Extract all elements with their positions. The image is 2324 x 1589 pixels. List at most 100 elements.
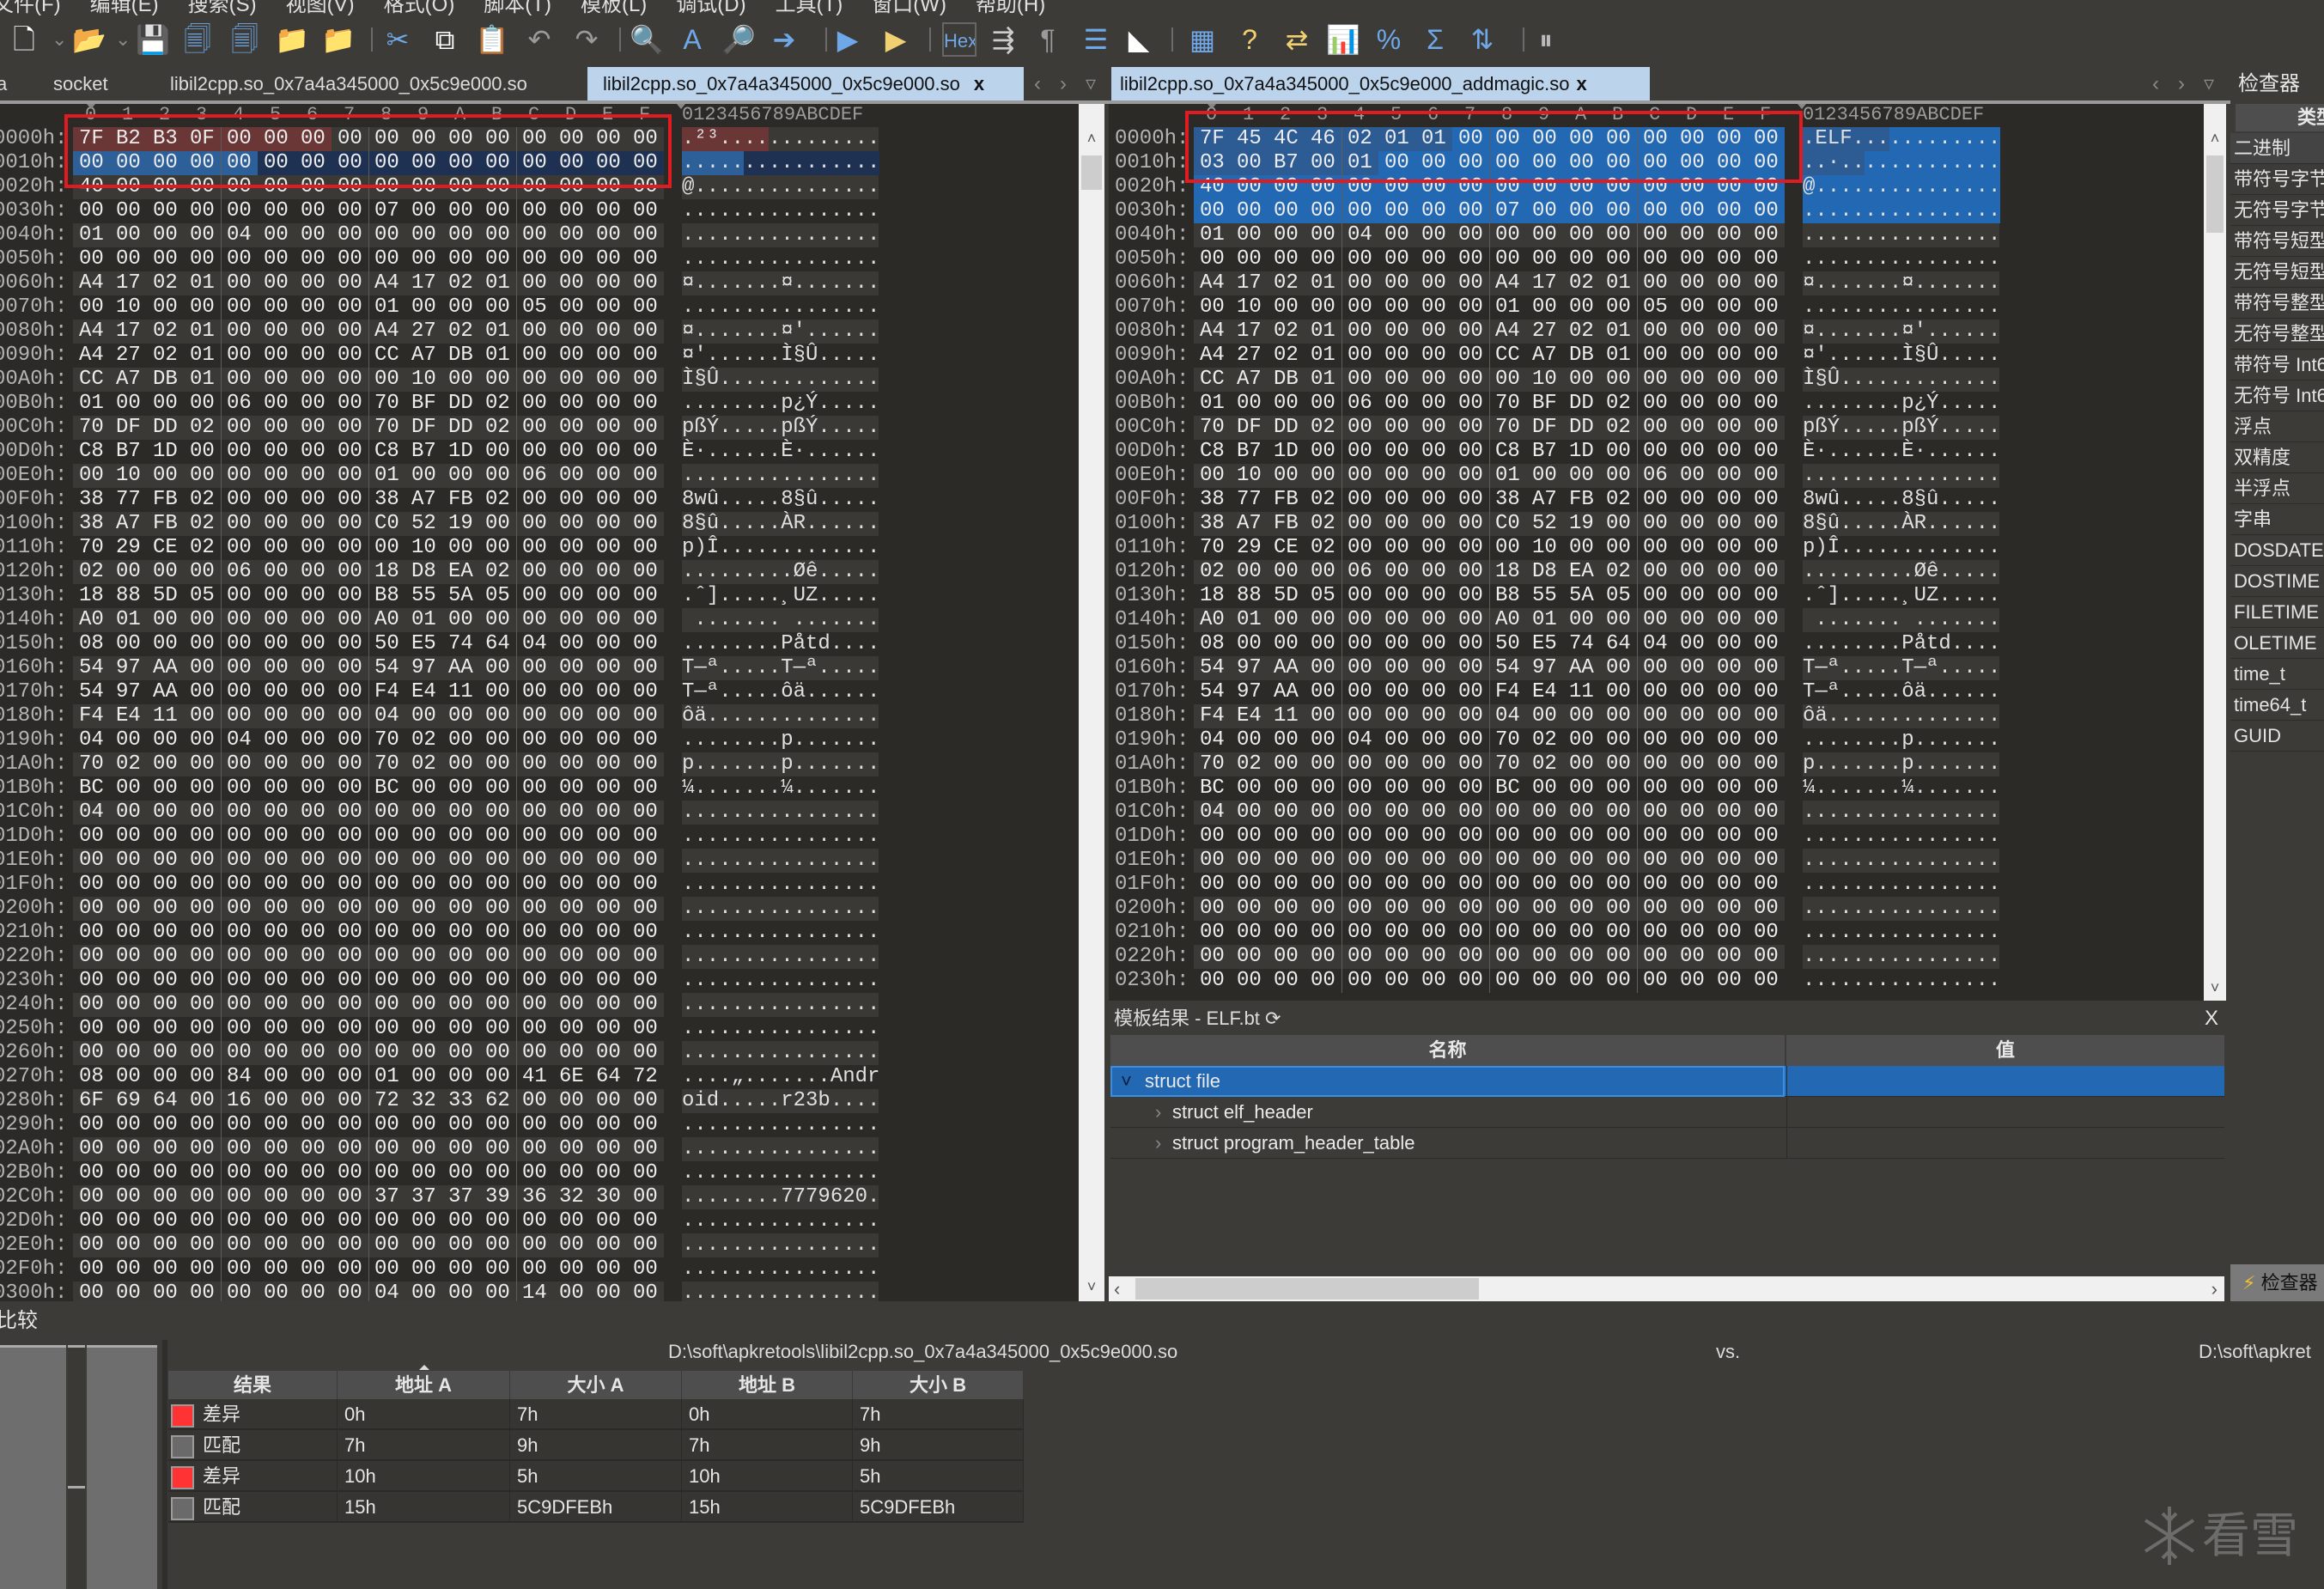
hex-byte[interactable]: 00	[633, 1089, 658, 1112]
hex-byte[interactable]: 00	[1674, 151, 1711, 175]
hex-byte[interactable]: 00	[1378, 175, 1415, 199]
hex-byte[interactable]: 00	[79, 1185, 104, 1208]
hex-byte[interactable]: 00	[1200, 969, 1225, 992]
hex-byte[interactable]: 00	[1569, 873, 1594, 896]
hex-byte[interactable]: 00	[338, 512, 362, 535]
hex-byte[interactable]: 00	[1458, 632, 1483, 655]
hex-byte[interactable]: 00	[264, 776, 289, 800]
menu-item[interactable]: 工具(T)	[775, 0, 843, 16]
hex-byte[interactable]: 00	[411, 464, 436, 487]
hex-byte[interactable]: 64	[153, 1089, 178, 1112]
hex-byte[interactable]: 00	[301, 801, 325, 824]
hex-byte[interactable]: 00	[411, 704, 436, 728]
hex-byte[interactable]: 10	[411, 536, 436, 559]
hex-byte[interactable]: 00	[559, 1137, 584, 1160]
hex-byte[interactable]: 00	[227, 416, 252, 439]
hex-byte[interactable]: 00	[1680, 416, 1705, 439]
ascii-text[interactable]: È·......È·......	[682, 440, 880, 463]
hex-byte[interactable]: 00	[559, 1209, 584, 1233]
inspector-row[interactable]: 带符号短型	[2230, 226, 2324, 257]
hex-byte[interactable]: 00	[522, 801, 547, 824]
hex-byte[interactable]: 00	[448, 1257, 473, 1281]
hex-byte[interactable]: 00	[485, 993, 510, 1016]
hex-byte[interactable]: 64	[596, 1065, 621, 1088]
hex-byte[interactable]: 02	[485, 392, 510, 415]
hex-byte[interactable]: 00	[227, 247, 252, 271]
hex-byte[interactable]: 00	[264, 1137, 289, 1160]
ascii-text[interactable]: ................	[682, 1233, 880, 1257]
hex-byte[interactable]: 00	[633, 1209, 658, 1233]
hex-byte[interactable]: 00	[338, 1065, 362, 1088]
hex-byte[interactable]: 00	[1495, 247, 1520, 271]
hex-byte[interactable]: 00	[116, 776, 141, 800]
hex-byte[interactable]: 03	[1194, 151, 1231, 175]
hex-byte[interactable]: 00	[1754, 223, 1779, 247]
hex-byte[interactable]: 00	[1643, 271, 1668, 295]
hex-byte[interactable]: 00	[448, 728, 473, 752]
hex-byte[interactable]: 00	[1421, 776, 1446, 800]
hex-byte[interactable]: 00	[1311, 295, 1335, 319]
hex-byte[interactable]: 00	[1532, 776, 1557, 800]
hex-byte[interactable]: 00	[1532, 704, 1557, 728]
hex-byte[interactable]: 00	[190, 752, 215, 776]
ascii-text[interactable]: p.......p.......	[682, 752, 880, 776]
hex-byte[interactable]: 02	[1569, 320, 1594, 343]
hex-byte[interactable]: 84	[227, 1065, 252, 1088]
hex-byte[interactable]: 10	[1237, 295, 1262, 319]
hex-byte[interactable]: 00	[79, 1017, 104, 1040]
hex-byte[interactable]: 01	[79, 223, 104, 247]
hex-byte[interactable]: 04	[1200, 801, 1225, 824]
hex-byte[interactable]: 70	[1200, 416, 1225, 439]
hex-byte[interactable]: 00	[374, 1137, 399, 1160]
hex-byte[interactable]: BC	[79, 776, 104, 800]
hex-byte[interactable]: 00	[596, 849, 621, 872]
hex-byte[interactable]: 00	[1311, 223, 1335, 247]
hex-byte[interactable]: 00	[1200, 945, 1225, 968]
ascii-text[interactable]: oid.....r23b....	[682, 1089, 880, 1112]
hex-byte[interactable]: 00	[338, 1113, 362, 1136]
hex-byte[interactable]: 00	[153, 608, 178, 631]
hex-byte[interactable]: 00	[485, 1282, 510, 1301]
hex-byte[interactable]: 27	[116, 344, 141, 367]
hex-byte[interactable]: 00	[1748, 175, 1785, 199]
hex-byte[interactable]: 00	[448, 608, 473, 631]
paste-icon[interactable]: 📋	[475, 24, 509, 55]
hex-byte[interactable]: 00	[116, 1233, 141, 1257]
hex-byte[interactable]: 00	[596, 271, 621, 295]
hex-byte[interactable]: 00	[1348, 608, 1372, 631]
ascii-text[interactable]: ................	[1803, 801, 2001, 824]
find-icon[interactable]: 🔍	[630, 24, 664, 55]
hex-byte[interactable]: 00	[1274, 728, 1299, 752]
hex-byte[interactable]: 00	[301, 969, 325, 992]
hex-byte[interactable]: 00	[227, 464, 252, 487]
hex-byte[interactable]: 00	[522, 752, 547, 776]
hex-byte[interactable]: 00	[1311, 897, 1335, 920]
hex-byte[interactable]: 00	[596, 680, 621, 703]
hex-byte[interactable]: 00	[1643, 680, 1668, 703]
hex-byte[interactable]: 00	[295, 151, 332, 175]
hex-byte[interactable]: A7	[1532, 488, 1557, 511]
hex-byte[interactable]: 1D	[448, 440, 473, 463]
hex-byte[interactable]: 00	[559, 344, 584, 367]
hex-byte[interactable]: 00	[116, 1282, 141, 1301]
hex-byte[interactable]: 00	[264, 584, 289, 607]
hex-byte[interactable]: 00	[264, 440, 289, 463]
hex-byte[interactable]: 00	[1643, 560, 1668, 583]
hex-byte[interactable]: 02	[485, 560, 510, 583]
close-tab-icon[interactable]: x	[973, 73, 985, 94]
hex-byte[interactable]: 00	[110, 151, 147, 175]
hex-byte[interactable]: 00	[301, 776, 325, 800]
hex-byte[interactable]: A4	[374, 320, 399, 343]
hex-byte[interactable]: 00	[633, 1041, 658, 1064]
hex-byte[interactable]: 00	[522, 368, 547, 391]
hex-byte[interactable]: 00	[338, 752, 362, 776]
hex-byte[interactable]: 00	[264, 704, 289, 728]
column-header-value[interactable]: 值	[1786, 1035, 2224, 1066]
menu-item[interactable]: 编辑(E)	[89, 0, 159, 16]
hex-byte[interactable]: 00	[338, 560, 362, 583]
hex-byte[interactable]: 00	[633, 849, 658, 872]
hex-byte[interactable]: 00	[1274, 825, 1299, 848]
ascii-text[interactable]: ........Påtd....	[1803, 632, 2001, 655]
hex-byte[interactable]: 02	[1606, 392, 1631, 415]
hex-byte[interactable]: 00	[79, 199, 104, 222]
